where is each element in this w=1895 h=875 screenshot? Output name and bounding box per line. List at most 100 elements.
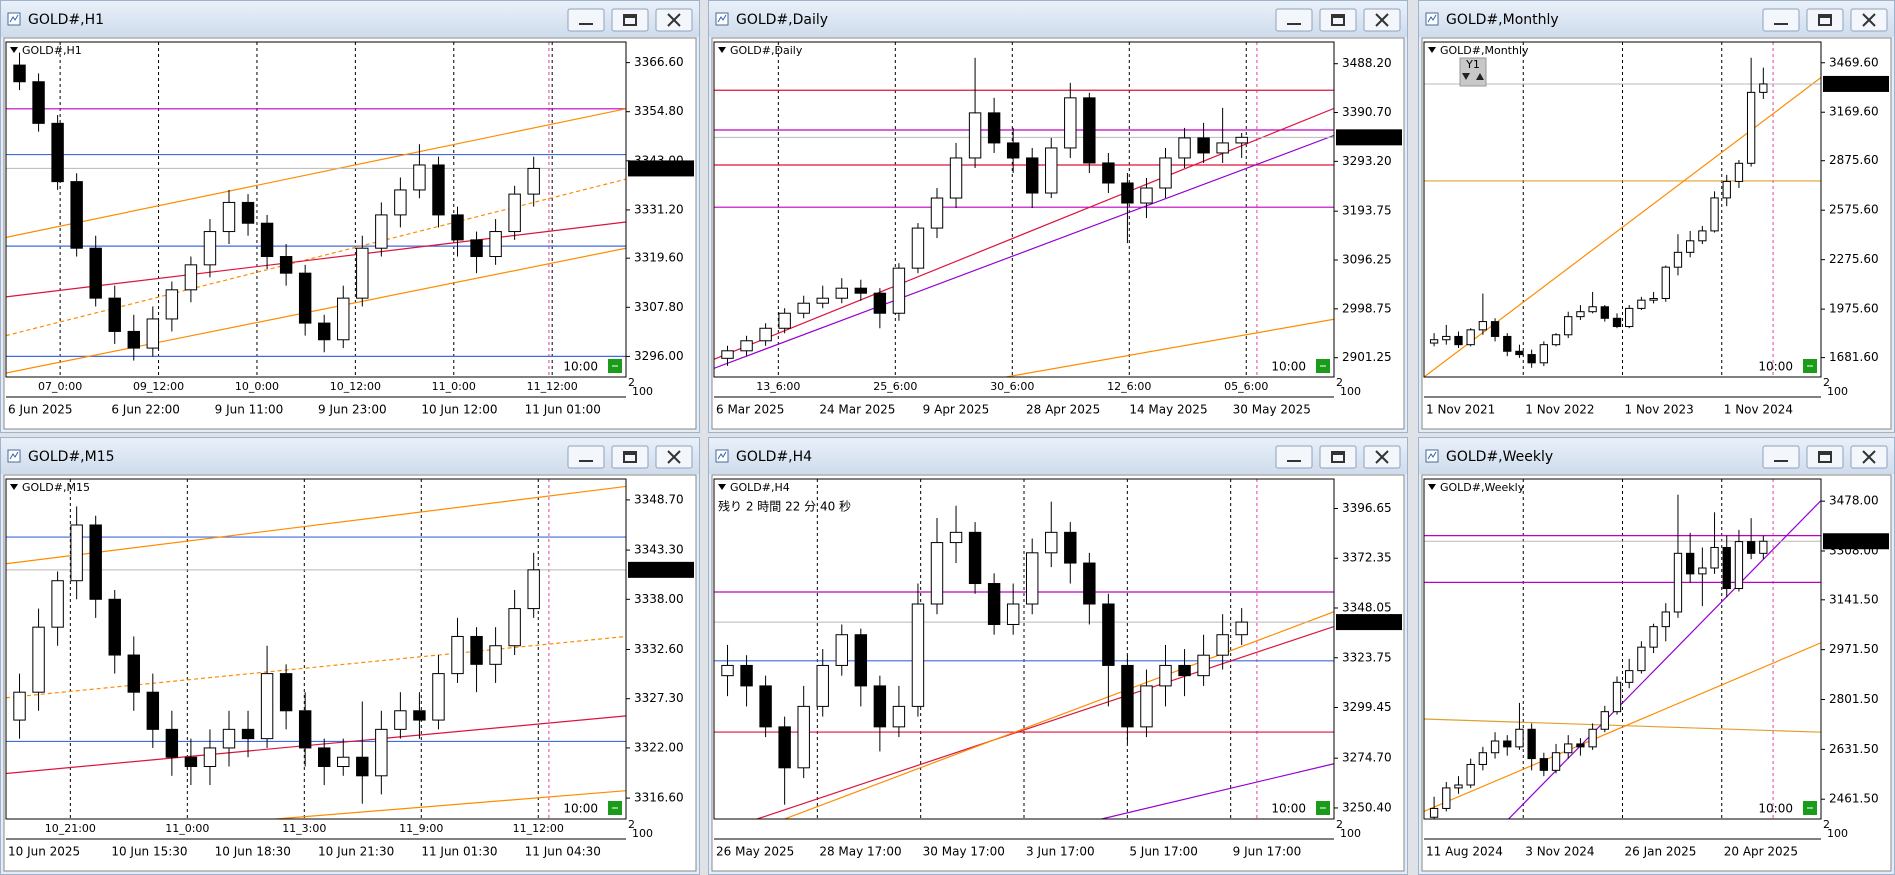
candle-body [1661,266,1670,300]
y-tick-label: 3338.00 [634,592,684,606]
separator-label: 10_21:00 [45,822,96,835]
candle-body [317,322,331,341]
maximize-button[interactable] [1806,445,1844,469]
y-tick-label: 2998.75 [1342,301,1392,315]
candle-body [1429,339,1439,344]
candle-body [892,705,906,728]
minimize-button[interactable] [1762,445,1800,469]
collapse-arrow [1428,47,1436,53]
date-label: 5 Jun 17:00 [1129,845,1198,859]
trendline [1424,642,1821,812]
candle-body [1178,664,1191,677]
candle-body [1121,664,1134,728]
window-title: GOLD#,H4 [736,449,812,465]
candle-body [1235,136,1248,144]
maximize-button[interactable] [1806,8,1844,32]
candle-body [1503,335,1512,352]
candle-body [1045,531,1058,554]
minimize-button[interactable] [1762,8,1800,32]
date-label: 10 Jun 12:00 [421,403,497,417]
candle-body [1025,157,1039,194]
trendline [1002,318,1334,377]
plot-frame [1423,478,1822,820]
maximize-button[interactable] [1319,8,1357,32]
candle-body [854,287,868,294]
y-tick-label: 3332.60 [634,642,684,656]
candle-body [873,685,887,728]
candle-body [911,227,925,269]
y-tick-label: 3331.20 [634,202,684,216]
candle-body [413,164,426,191]
chart-label: GOLD#,Daily [730,44,803,57]
maximize-icon [1331,14,1345,26]
chart-background [3,37,697,430]
candle-body [968,112,982,159]
date-label: 24 Mar 2025 [819,403,895,417]
countdown: 10:00 [1758,360,1793,374]
axis-corner-label: 2 [1336,376,1343,389]
date-label: 1 Nov 2024 [1724,403,1793,417]
candle-body [108,297,121,332]
separator-label: 09_12:00 [133,380,184,393]
candle-body [1197,137,1210,154]
candle-body [108,598,121,656]
candle-body [260,222,274,258]
candle-body [1625,307,1634,328]
chart-window: GOLD#,Daily 13_6:00 25_6:00 30_6:00 12_6:00 0… [708,0,1408,433]
chart-label: GOLD#,H1 [22,44,82,57]
candle-body [1006,142,1020,159]
trendline [6,485,626,565]
minimize-button[interactable] [1275,445,1313,469]
candle-body [1551,334,1561,346]
candle-body [1442,335,1451,341]
maximize-button[interactable] [1319,445,1357,469]
candle-body [70,524,83,582]
candle-body [1083,97,1096,164]
maximize-button[interactable] [611,8,649,32]
plot [6,479,626,819]
candle-body [146,318,160,349]
plot [714,42,1334,377]
candle-body [1102,162,1115,184]
candle-body [1551,752,1561,771]
axis-corner-label: 100 [632,385,653,398]
candle-body [1564,316,1573,336]
candle-body [32,626,45,693]
maximize-button[interactable] [611,445,649,469]
bid-label: 3341.17 [1340,615,1390,629]
candle-body [432,164,445,216]
candle-body [1539,758,1548,771]
date-label: 11 Jun 01:00 [525,403,601,417]
minimize-button[interactable] [567,445,605,469]
axis-corner-label: 100 [1827,827,1848,840]
plot [714,479,1334,819]
candle-body [1006,603,1020,625]
candle-body [51,580,64,628]
candle-body [1515,350,1524,356]
close-icon [1375,13,1389,27]
bid-label-box [628,561,694,578]
minimize-button[interactable] [1275,8,1313,32]
countdown: 10:00 [1758,802,1793,816]
candle-body [165,289,179,320]
window-title: GOLD#,M15 [28,449,115,465]
collapse-arrow [1428,484,1436,490]
candle-body [816,297,829,304]
maximize-icon [623,451,637,463]
candle-body [1442,787,1451,809]
trendline [6,715,626,775]
axis-corner-label: 100 [632,827,653,840]
y-tick-label: 1975.60 [1829,302,1879,316]
y-tick-label: 2631.50 [1829,742,1879,756]
minimize-button[interactable] [567,8,605,32]
candle-body [89,247,102,299]
bid-label-box [1336,614,1402,631]
candle-body [835,287,848,299]
candle-body [1612,681,1622,713]
candle-body [1503,740,1512,748]
candle-body [1466,763,1475,786]
period-badge-label: Y1 [1465,58,1480,71]
date-label: 9 Jun 11:00 [215,403,284,417]
